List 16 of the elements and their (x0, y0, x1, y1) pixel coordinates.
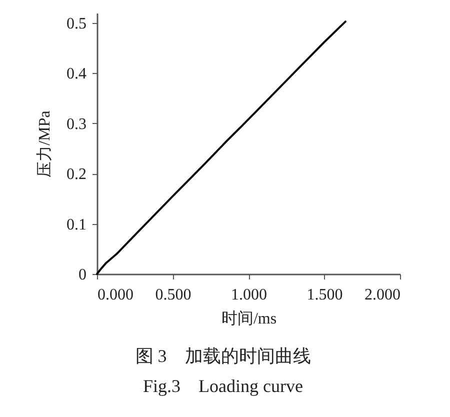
x-tick-label: 1.000 (231, 286, 267, 304)
x-tick-label: 0.000 (98, 286, 134, 304)
x-axis-title: 时间/ms (221, 310, 277, 328)
x-tick-label: 2.000 (364, 286, 400, 304)
y-tick-label: 0.4 (66, 66, 86, 83)
caption: 图 3 加载的时间曲线 (135, 346, 311, 366)
y-axis-title: 压力/MPa (36, 110, 54, 178)
y-tick-label: 0.1 (66, 216, 86, 234)
line-series (96, 20, 346, 275)
caption: Fig.3 Loading curve (143, 376, 303, 396)
x-tick-label: 1.500 (306, 286, 343, 304)
y-tick-label: 0 (78, 266, 86, 284)
x-tick-label: 0.500 (155, 286, 192, 304)
y-tick-label: 0.5 (66, 16, 86, 33)
y-tick-label: 0.3 (66, 116, 86, 133)
y-tick-label: 0.2 (66, 166, 86, 184)
